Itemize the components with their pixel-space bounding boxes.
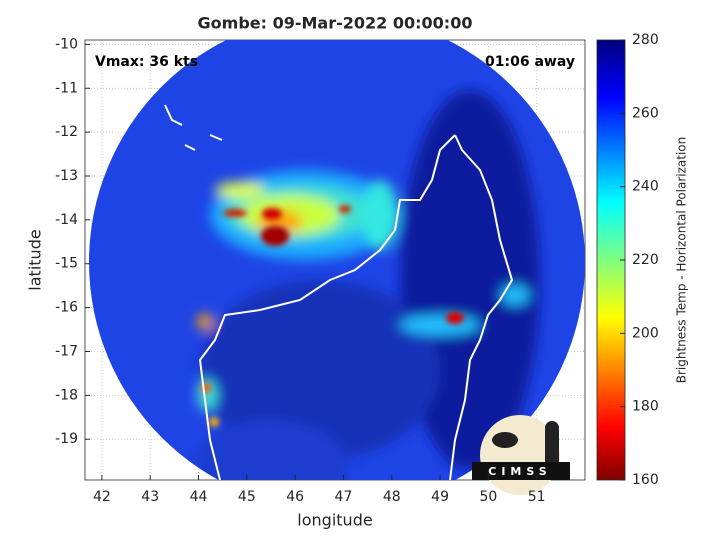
colorbar-tick-label: 280 bbox=[632, 32, 659, 48]
annotation: 01:06 away bbox=[485, 54, 575, 70]
y-axis-label: latitude bbox=[26, 229, 45, 290]
colorbar-tick-label: 240 bbox=[632, 179, 659, 195]
y-tick-label: -13 bbox=[55, 168, 78, 184]
x-tick-label: 45 bbox=[238, 489, 256, 505]
y-tick-label: -19 bbox=[55, 431, 78, 447]
colorbar-tick-label: 260 bbox=[632, 105, 659, 121]
x-tick-label: 44 bbox=[190, 489, 208, 505]
y-tick-label: -18 bbox=[55, 387, 78, 403]
chart-title: Gombe: 09-Mar-2022 00:00:00 bbox=[198, 14, 473, 33]
x-tick-label: 42 bbox=[93, 489, 111, 505]
y-tick-label: -17 bbox=[55, 343, 78, 359]
colorbar-tick-label: 180 bbox=[632, 399, 659, 415]
x-tick-label: 50 bbox=[479, 489, 497, 505]
y-tick-label: -10 bbox=[55, 36, 78, 52]
x-tick-label: 51 bbox=[528, 489, 546, 505]
colorbar-tick-label: 200 bbox=[632, 325, 659, 341]
imagery bbox=[89, 40, 585, 480]
logo: CIMSS bbox=[472, 415, 570, 495]
y-tick-label: -14 bbox=[55, 212, 78, 228]
x-tick-label: 46 bbox=[286, 489, 304, 505]
annotation: Vmax: 36 kts bbox=[95, 54, 198, 70]
coastline bbox=[164, 104, 514, 480]
x-tick-label: 49 bbox=[431, 489, 449, 505]
x-axis-label: longitude bbox=[297, 511, 372, 530]
y-tick-label: -12 bbox=[55, 124, 78, 140]
x-tick-label: 47 bbox=[335, 489, 353, 505]
colorbar-tick-label: 220 bbox=[632, 252, 659, 268]
y-tick-label: -16 bbox=[55, 300, 78, 316]
y-tick-label: -11 bbox=[55, 80, 78, 96]
logo-text: CIMSS bbox=[488, 465, 551, 478]
x-tick-label: 43 bbox=[141, 489, 159, 505]
x-tick-label: 48 bbox=[383, 489, 401, 505]
y-tick-label: -15 bbox=[55, 256, 78, 272]
colorbar-tick-label: 160 bbox=[632, 472, 659, 488]
colorbar-label: Brightness Temp - Horizontal Polarizatio… bbox=[675, 137, 689, 384]
